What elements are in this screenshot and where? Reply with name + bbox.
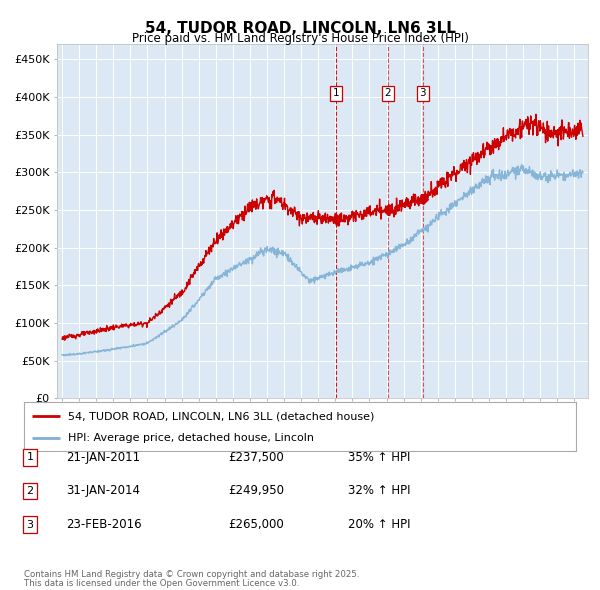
Text: 54, TUDOR ROAD, LINCOLN, LN6 3LL: 54, TUDOR ROAD, LINCOLN, LN6 3LL [145, 21, 455, 35]
Text: 1: 1 [333, 88, 340, 98]
Text: £237,500: £237,500 [228, 451, 284, 464]
Text: 31-JAN-2014: 31-JAN-2014 [66, 484, 140, 497]
Text: 23-FEB-2016: 23-FEB-2016 [66, 518, 142, 531]
Text: This data is licensed under the Open Government Licence v3.0.: This data is licensed under the Open Gov… [24, 579, 299, 588]
Text: 3: 3 [419, 88, 426, 98]
Text: £249,950: £249,950 [228, 484, 284, 497]
Text: 1: 1 [26, 453, 34, 462]
Text: 2: 2 [26, 486, 34, 496]
Text: HPI: Average price, detached house, Lincoln: HPI: Average price, detached house, Linc… [68, 432, 314, 442]
Text: 21-JAN-2011: 21-JAN-2011 [66, 451, 140, 464]
Text: 32% ↑ HPI: 32% ↑ HPI [348, 484, 410, 497]
Text: 35% ↑ HPI: 35% ↑ HPI [348, 451, 410, 464]
Text: Price paid vs. HM Land Registry's House Price Index (HPI): Price paid vs. HM Land Registry's House … [131, 32, 469, 45]
Text: £265,000: £265,000 [228, 518, 284, 531]
Text: 54, TUDOR ROAD, LINCOLN, LN6 3LL (detached house): 54, TUDOR ROAD, LINCOLN, LN6 3LL (detach… [68, 411, 374, 421]
Text: 3: 3 [26, 520, 34, 529]
Text: Contains HM Land Registry data © Crown copyright and database right 2025.: Contains HM Land Registry data © Crown c… [24, 570, 359, 579]
Text: 2: 2 [385, 88, 391, 98]
Text: 20% ↑ HPI: 20% ↑ HPI [348, 518, 410, 531]
